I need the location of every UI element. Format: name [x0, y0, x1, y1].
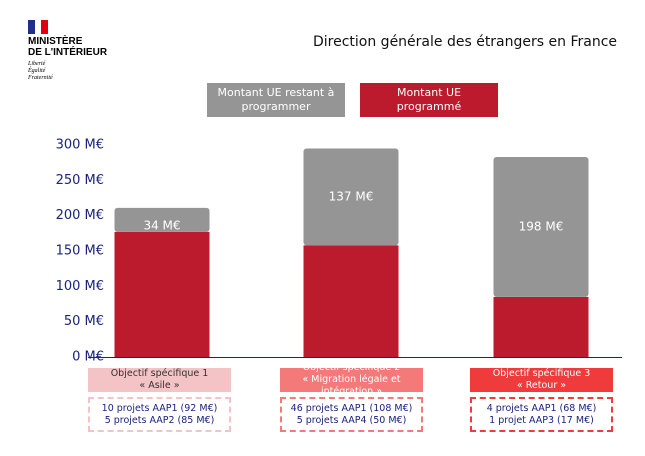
projects-box: 4 projets AAP1 (68 M€) 1 projet AAP3 (17 …: [470, 397, 613, 432]
category-line: Objectif spécifique 1: [110, 368, 209, 379]
project-line: 10 projets AAP1 (92 M€): [101, 402, 218, 414]
category-label: Objectif spécifique 3 « Retour »: [470, 368, 613, 392]
value-label: 137 M€: [329, 189, 374, 203]
projects-box: 10 projets AAP1 (92 M€) 5 projets AAP2 (8…: [88, 397, 231, 432]
y-tick-label: 200 M€: [56, 208, 104, 223]
category-line: « Retour »: [516, 380, 567, 391]
value-label: 34 M€: [143, 218, 180, 232]
y-tick-label: 250 M€: [56, 173, 104, 188]
legend-item: Montant UE restant à programmer: [207, 83, 345, 117]
motto: Fraternité: [28, 75, 53, 81]
y-tick-label: 300 M€: [56, 138, 104, 153]
project-line: 5 projets AAP2 (85 M€): [104, 414, 215, 426]
project-line: 1 projet AAP3 (17 M€): [489, 414, 594, 426]
y-tick-label: 150 M€: [56, 244, 104, 259]
logo: MINISTÈRE DE L'INTÉRIEUR Liberté Égalité…: [28, 20, 107, 82]
motto: Liberté: [28, 61, 46, 67]
y-tick-label: 50 M€: [64, 314, 104, 329]
bar-segment: [114, 207, 210, 232]
project-line: 46 projets AAP1 (108 M€): [290, 402, 413, 414]
bar-segment: [493, 296, 589, 357]
category-line: « Asile »: [139, 380, 180, 391]
bar-segment: [493, 157, 589, 297]
category-label: Objectif spécifique 1 « Asile »: [88, 368, 231, 392]
category-line: Objectif spécifique 2: [302, 362, 401, 373]
category-line: Objectif spécifique 3: [492, 368, 591, 379]
bar-segment: [303, 148, 399, 246]
projects-box: 46 projets AAP1 (108 M€) 5 projets AAP4 (…: [280, 397, 423, 432]
logo-line: MINISTÈRE: [28, 36, 83, 47]
y-tick-label: 100 M€: [56, 279, 104, 294]
project-line: 4 projets AAP1 (68 M€): [486, 402, 597, 414]
project-line: 5 projets AAP4 (50 M€): [296, 414, 407, 426]
legend-item: Montant UE programmé: [360, 83, 498, 117]
bar-segment: [303, 245, 399, 357]
logo-line: DE L'INTÉRIEUR: [28, 47, 108, 58]
category-label: Objectif spécifique 2 « Migration légale …: [280, 362, 423, 397]
chart-title: Direction générale des étrangers en Fran…: [312, 34, 617, 50]
flag: [28, 20, 48, 34]
category-line: « Migration légale et intégration »: [302, 374, 401, 397]
motto: Égalité: [28, 68, 46, 74]
value-label: 198 M€: [519, 219, 564, 233]
bar-segment: [114, 231, 210, 357]
